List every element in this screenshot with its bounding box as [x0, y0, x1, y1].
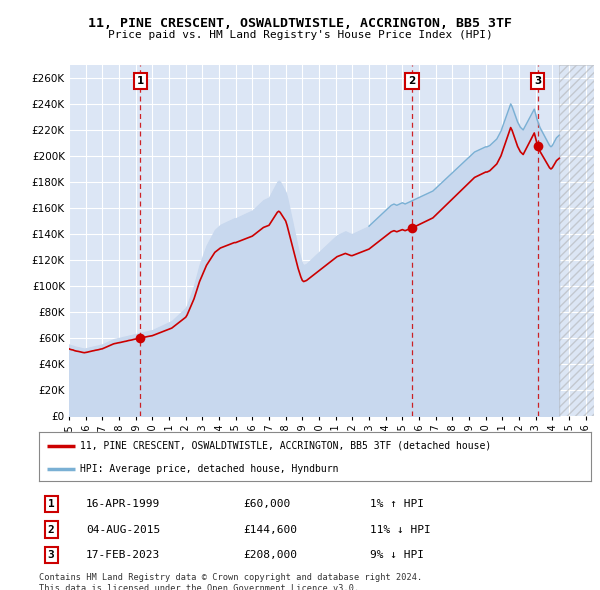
- Text: Contains HM Land Registry data © Crown copyright and database right 2024.
This d: Contains HM Land Registry data © Crown c…: [39, 573, 422, 590]
- Text: 11, PINE CRESCENT, OSWALDTWISTLE, ACCRINGTON, BB5 3TF: 11, PINE CRESCENT, OSWALDTWISTLE, ACCRIN…: [88, 17, 512, 30]
- Text: Price paid vs. HM Land Registry's House Price Index (HPI): Price paid vs. HM Land Registry's House …: [107, 30, 493, 40]
- Bar: [559, 65, 594, 416]
- Text: 11% ↓ HPI: 11% ↓ HPI: [370, 525, 431, 535]
- Text: £208,000: £208,000: [243, 550, 297, 560]
- Text: 1% ↑ HPI: 1% ↑ HPI: [370, 499, 424, 509]
- Text: 2: 2: [409, 76, 416, 86]
- Text: £144,600: £144,600: [243, 525, 297, 535]
- Text: 04-AUG-2015: 04-AUG-2015: [86, 525, 160, 535]
- Text: 1: 1: [137, 76, 144, 86]
- Text: 2: 2: [48, 525, 55, 535]
- Text: 3: 3: [48, 550, 55, 560]
- Text: 3: 3: [534, 76, 541, 86]
- Text: 11, PINE CRESCENT, OSWALDTWISTLE, ACCRINGTON, BB5 3TF (detached house): 11, PINE CRESCENT, OSWALDTWISTLE, ACCRIN…: [80, 441, 491, 451]
- Text: 1: 1: [48, 499, 55, 509]
- Text: 9% ↓ HPI: 9% ↓ HPI: [370, 550, 424, 560]
- Text: 16-APR-1999: 16-APR-1999: [86, 499, 160, 509]
- Text: £60,000: £60,000: [243, 499, 290, 509]
- Text: HPI: Average price, detached house, Hyndburn: HPI: Average price, detached house, Hynd…: [80, 464, 339, 474]
- Text: 17-FEB-2023: 17-FEB-2023: [86, 550, 160, 560]
